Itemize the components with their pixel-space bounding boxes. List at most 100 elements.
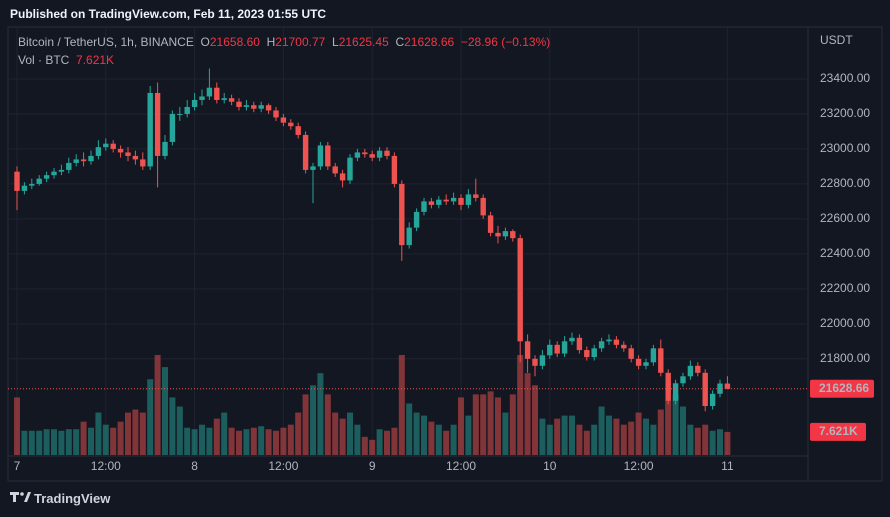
candle-body xyxy=(154,92,161,156)
candle-body xyxy=(221,98,227,100)
volume-bar xyxy=(413,412,420,455)
volume-bar xyxy=(465,415,472,455)
volume-bar xyxy=(339,418,346,455)
candle-body xyxy=(480,197,486,216)
volume-bar xyxy=(561,415,568,455)
volume-bar xyxy=(110,427,117,455)
candle-body xyxy=(228,98,235,102)
candle-body xyxy=(569,337,575,342)
x-tick-label: 8 xyxy=(191,459,198,473)
volume-value: 7.621K xyxy=(76,53,115,67)
x-tick-label: 12:00 xyxy=(91,459,121,473)
candle-body xyxy=(21,185,28,191)
volume-bar xyxy=(347,412,353,455)
candle-body xyxy=(643,362,649,366)
volume-bar xyxy=(132,409,139,455)
candle-body xyxy=(391,155,398,184)
x-tick-label: 12:00 xyxy=(446,459,476,473)
candle-body xyxy=(332,166,338,174)
candle-body xyxy=(51,171,57,176)
symbol-legend: Bitcoin / TetherUS, 1h, BINANCE O21658.6… xyxy=(18,35,550,49)
volume-bar xyxy=(724,431,731,455)
volume-bar xyxy=(687,424,694,455)
volume-bar xyxy=(125,412,131,455)
volume-bar xyxy=(287,424,294,455)
candle-body xyxy=(88,155,94,162)
volume-bar xyxy=(21,430,28,455)
candle-body xyxy=(103,143,109,148)
candle-body xyxy=(66,162,72,170)
candle-body xyxy=(598,341,605,349)
volume-bar xyxy=(694,427,701,455)
candle-body xyxy=(369,154,375,158)
volume-bar xyxy=(606,415,612,455)
volume-bar xyxy=(51,429,57,455)
volume-bar xyxy=(517,355,524,455)
volume-bar xyxy=(650,424,657,455)
volume-bar xyxy=(450,424,457,455)
candle-body xyxy=(465,194,472,205)
volume-bar xyxy=(583,430,590,455)
volume-bar xyxy=(554,418,561,455)
volume-bar xyxy=(458,397,464,455)
volume-legend: Vol · BTC 7.621K xyxy=(18,53,114,67)
volume-bar xyxy=(250,427,257,455)
candle-body xyxy=(450,197,457,202)
candle-body xyxy=(177,113,183,115)
volume-bar xyxy=(421,415,427,455)
volume-bar xyxy=(317,373,324,455)
volume-bar xyxy=(480,394,487,455)
candle-body xyxy=(695,365,701,373)
volume-bar xyxy=(28,430,35,455)
candle-body xyxy=(251,105,257,109)
high-value: 21700.77 xyxy=(275,35,326,49)
volume-bar xyxy=(628,421,635,455)
candle-body xyxy=(487,215,494,233)
brand-name: TradingView xyxy=(34,491,111,506)
open-value: 21658.60 xyxy=(209,35,260,49)
candle-body xyxy=(687,365,694,377)
candle-body xyxy=(584,350,590,358)
candle-body xyxy=(73,159,79,163)
candle-body xyxy=(110,143,116,149)
volume-bar xyxy=(620,424,627,455)
candle-body xyxy=(413,211,420,228)
volume-bar xyxy=(598,406,605,455)
x-tick-label: 10 xyxy=(543,459,557,473)
y-tick-label: 21800.00 xyxy=(820,351,870,365)
volume-bar xyxy=(258,426,265,455)
y-tick-label: 22600.00 xyxy=(820,211,870,225)
low-label: L xyxy=(332,35,339,49)
candle-body xyxy=(635,358,642,366)
volume-bar xyxy=(443,430,450,455)
candle-body xyxy=(80,159,87,162)
volume-bar xyxy=(435,424,442,455)
volume-bar xyxy=(643,418,649,455)
candle-body xyxy=(58,169,65,172)
volume-bar xyxy=(613,418,620,455)
volume-bar xyxy=(384,430,390,455)
volume-bar xyxy=(43,429,50,455)
candle-body xyxy=(650,348,657,363)
candle-body xyxy=(680,376,686,384)
candle-body xyxy=(495,232,501,237)
volume-bar xyxy=(539,418,546,455)
candle-body xyxy=(339,173,346,181)
volume-bar xyxy=(502,412,509,455)
candle-body xyxy=(561,341,568,354)
candle-body xyxy=(436,199,442,205)
candle-body xyxy=(117,148,124,153)
candle-body xyxy=(302,134,309,170)
candle-body xyxy=(384,150,390,156)
candle-body xyxy=(532,358,538,366)
brand-logo xyxy=(10,492,31,502)
candle-body xyxy=(147,92,153,167)
last-price-label: 21628.66 xyxy=(819,381,869,395)
volume-bar xyxy=(509,394,516,455)
x-tick-label: 12:00 xyxy=(268,459,298,473)
volume-label: Vol · BTC xyxy=(18,53,70,67)
candle-body xyxy=(95,147,102,156)
volume-bar xyxy=(495,397,501,455)
volume-bar xyxy=(310,385,316,455)
candle-body xyxy=(709,393,716,407)
